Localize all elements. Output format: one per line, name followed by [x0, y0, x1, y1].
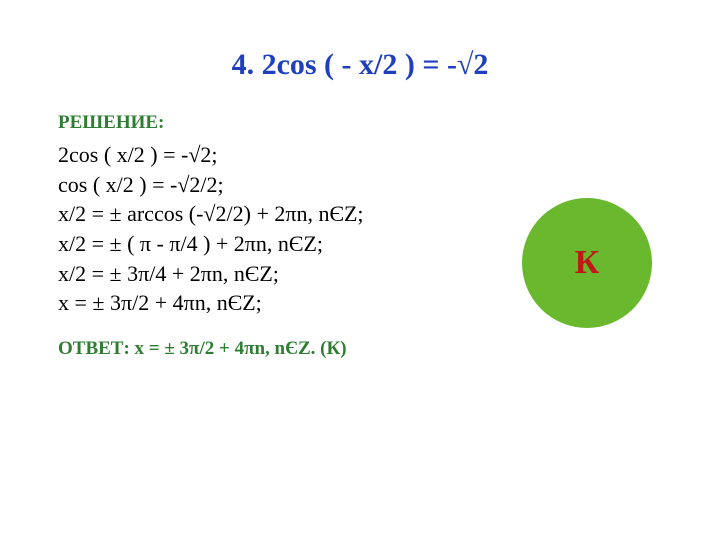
solution-header: РЕШЕНИЕ: [58, 112, 720, 134]
solution-line-1: 2cos ( x/2 ) = -√2; [58, 140, 720, 170]
letter-badge-text: К [575, 244, 600, 282]
problem-title-text: 4. 2cos ( - x/2 ) = -√2 [232, 48, 489, 81]
answer-text: ОТВЕТ: x = ± 3π/2 + 4πn, nЄZ. (К) [58, 338, 347, 359]
problem-title: 4. 2cos ( - x/2 ) = -√2 [0, 0, 720, 82]
letter-badge: К [522, 198, 652, 328]
answer-line: ОТВЕТ: x = ± 3π/2 + 4πn, nЄZ. (К) [0, 318, 720, 360]
solution-line-2: cos ( x/2 ) = -√2/2; [58, 170, 720, 200]
